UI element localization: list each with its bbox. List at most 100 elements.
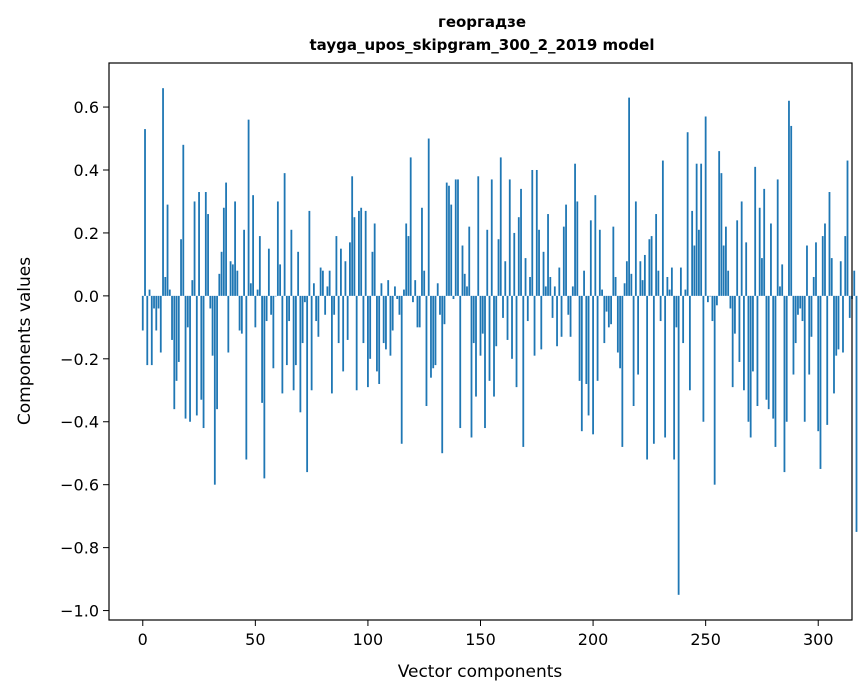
- bar-128: [430, 295, 432, 378]
- bar-193: [576, 201, 579, 296]
- bar-287: [788, 100, 790, 296]
- bar-142: [461, 245, 464, 296]
- bar-167: [517, 217, 520, 296]
- bar-75: [310, 295, 313, 391]
- bar-22: [191, 280, 194, 296]
- bar-166: [515, 295, 518, 388]
- bar-61: [279, 264, 282, 296]
- bar-125: [423, 270, 426, 296]
- bar-161: [504, 261, 507, 296]
- x-tick-label: 0: [138, 630, 148, 649]
- bar-97: [360, 207, 363, 296]
- bar-255: [716, 295, 718, 306]
- bar-44: [240, 295, 243, 334]
- bar-99: [364, 210, 367, 296]
- bar-26: [200, 295, 203, 400]
- bar-153: [486, 229, 489, 296]
- bar-10: [164, 276, 167, 296]
- bar-146: [470, 295, 473, 438]
- bar-205: [603, 295, 606, 344]
- bar-64: [285, 295, 288, 366]
- bar-11: [166, 204, 169, 296]
- bar-54: [263, 295, 266, 479]
- bar-107: [382, 295, 385, 344]
- bar-209: [612, 226, 615, 296]
- bar-43: [238, 295, 241, 331]
- bar-211: [616, 295, 619, 353]
- bar-288: [790, 125, 793, 296]
- bar-189: [567, 295, 570, 315]
- bar-306: [830, 258, 833, 296]
- y-axis-label: Components values: [15, 257, 35, 425]
- bar-299: [815, 242, 817, 296]
- bar-248: [700, 163, 703, 296]
- bar-15: [175, 295, 178, 381]
- bar-282: [776, 179, 779, 296]
- bar-81: [324, 295, 327, 315]
- bar-16: [177, 295, 180, 362]
- bar-200: [592, 295, 594, 435]
- bar-191: [571, 286, 574, 296]
- bar-24: [195, 295, 198, 416]
- bar-310: [839, 261, 842, 296]
- bar-265: [738, 295, 741, 362]
- bar-274: [758, 207, 761, 296]
- bar-280: [772, 295, 775, 419]
- bar-277: [765, 295, 768, 400]
- bar-227: [652, 295, 655, 444]
- bar-13: [171, 295, 173, 340]
- bar-178: [542, 251, 545, 296]
- bar-122: [416, 295, 419, 328]
- x-axis-label: Vector components: [398, 662, 563, 682]
- bar-30: [209, 295, 212, 309]
- bar-290: [794, 295, 797, 344]
- chart-title-line1: георгадзе: [438, 13, 526, 31]
- bar-254: [713, 295, 716, 485]
- bar-260: [727, 270, 730, 296]
- bar-29: [207, 214, 209, 296]
- bar-297: [810, 295, 813, 337]
- bar-105: [378, 295, 381, 384]
- bar-169: [522, 295, 525, 447]
- bar-202: [596, 295, 599, 381]
- bar-0: [141, 295, 144, 331]
- bar-281: [774, 295, 777, 447]
- bar-159: [499, 157, 502, 296]
- bar-314: [848, 295, 851, 318]
- bar-195: [580, 295, 583, 432]
- x-tick-label: 250: [690, 630, 721, 649]
- bar-213: [621, 295, 624, 447]
- bar-304: [826, 295, 829, 425]
- bar-252: [709, 295, 712, 297]
- bar-74: [308, 210, 311, 296]
- bar-171: [526, 295, 529, 322]
- bar-258: [722, 245, 725, 296]
- x-tick-label: 150: [465, 630, 496, 649]
- bar-150: [479, 295, 482, 356]
- bar-172: [529, 276, 531, 296]
- bar-239: [679, 267, 682, 296]
- bar-71: [301, 295, 304, 344]
- bar-53: [261, 295, 263, 403]
- bar-130: [434, 295, 437, 366]
- bar-94: [353, 217, 356, 296]
- bar-6: [155, 295, 158, 331]
- bar-298: [812, 276, 815, 296]
- bar-136: [448, 185, 450, 296]
- bar-3: [148, 289, 151, 296]
- bar-132: [439, 295, 441, 315]
- bar-57: [270, 295, 273, 315]
- y-tick-label: 0.0: [74, 287, 99, 306]
- bar-19: [184, 295, 187, 419]
- bar-311: [842, 295, 844, 353]
- bar-40: [231, 264, 234, 296]
- bar-257: [720, 173, 723, 296]
- bar-262: [731, 295, 734, 388]
- bar-7: [157, 295, 160, 309]
- bar-80: [321, 270, 324, 296]
- bar-174: [533, 295, 536, 356]
- y-axis-ticks: −1.0 −0.8 −0.6 −0.4 −0.2 0.0 0.2 0.4 0.6: [60, 98, 109, 621]
- bar-118: [407, 236, 410, 296]
- bar-228: [655, 214, 658, 296]
- bar-216: [628, 97, 630, 296]
